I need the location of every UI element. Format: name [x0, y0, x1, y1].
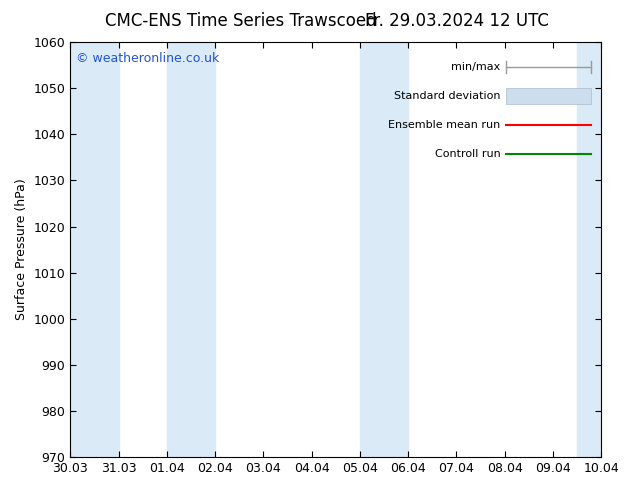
Bar — [167, 42, 215, 457]
Text: Standard deviation: Standard deviation — [394, 91, 500, 101]
Text: Controll run: Controll run — [434, 149, 500, 159]
Bar — [505, 88, 590, 104]
Text: CMC-ENS Time Series Trawscoed: CMC-ENS Time Series Trawscoed — [105, 12, 377, 30]
Text: © weatheronline.co.uk: © weatheronline.co.uk — [75, 52, 219, 66]
Bar — [360, 42, 408, 457]
Bar — [70, 42, 119, 457]
Text: Fr. 29.03.2024 12 UTC: Fr. 29.03.2024 12 UTC — [365, 12, 548, 30]
Y-axis label: Surface Pressure (hPa): Surface Pressure (hPa) — [15, 179, 28, 320]
Text: min/max: min/max — [451, 62, 500, 72]
Bar — [577, 42, 601, 457]
Text: Ensemble mean run: Ensemble mean run — [388, 120, 500, 130]
